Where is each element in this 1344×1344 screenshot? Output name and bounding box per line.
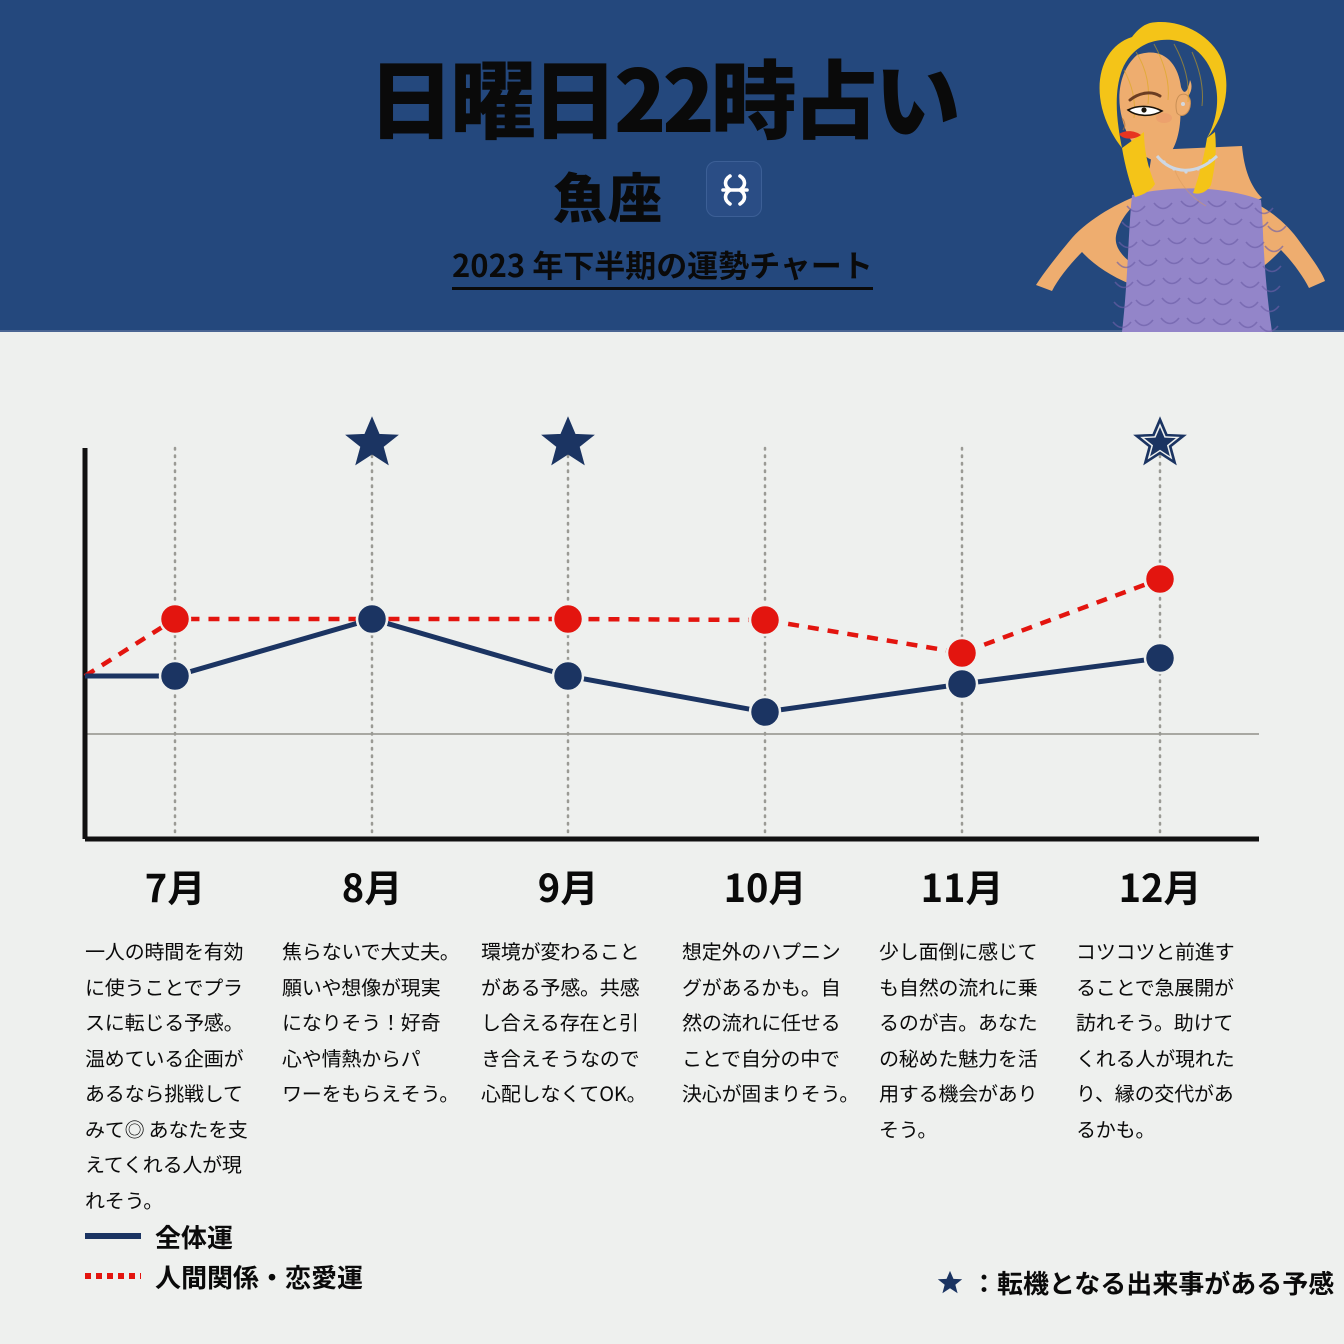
svg-text:10月: 10月 bbox=[724, 858, 807, 913]
svg-text:8月: 8月 bbox=[342, 858, 402, 913]
svg-text:12月: 12月 bbox=[1119, 858, 1202, 913]
svg-text:7月: 7月 bbox=[145, 858, 205, 913]
svg-text:11月: 11月 bbox=[921, 858, 1004, 913]
svg-text:9月: 9月 bbox=[538, 858, 598, 913]
